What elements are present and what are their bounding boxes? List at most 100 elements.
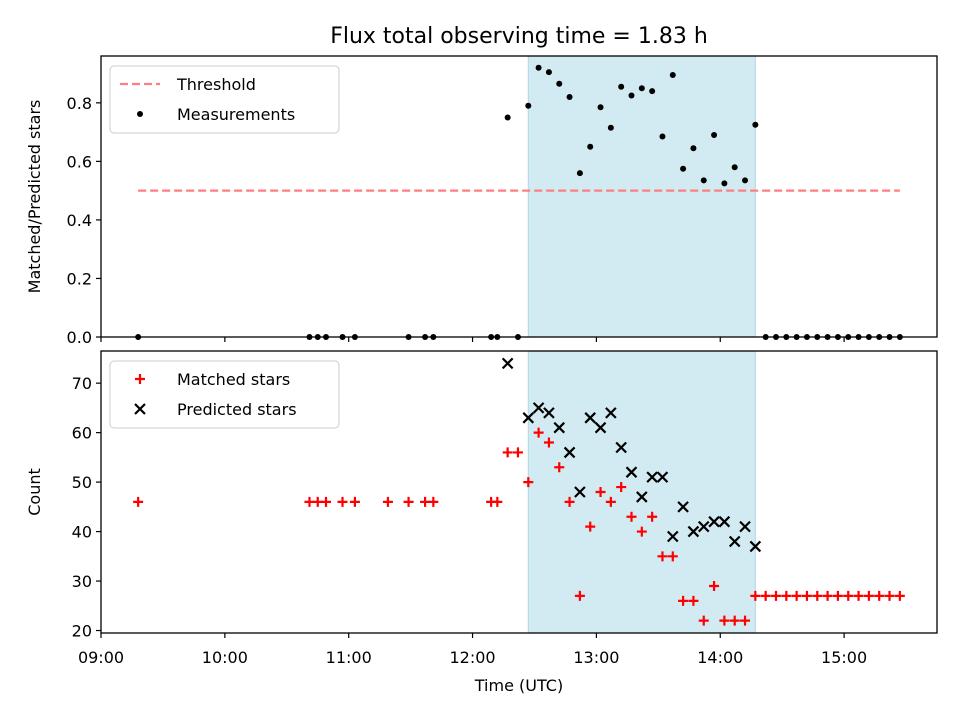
observing-interval-shade [528,56,756,337]
y-tick-label: 0.6 [67,152,92,171]
matched-stars-point [428,496,439,507]
y-tick-label: 50 [72,473,92,492]
matched-stars-point [564,496,575,507]
top-panel: 0.0 0.2 0.4 0.6 0.8 Matched/Predicted stars Th… [25,55,938,347]
legend-label: Predicted stars [177,400,297,419]
predicted-stars-point [605,407,617,419]
predicted-stars-point [656,471,669,483]
matched-stars-point [770,590,781,601]
predicted-stars-point [677,501,689,513]
bottom-panel: 20 30 40 50 60 70 09:00 10:00 11:00 12:00 13:00 14:… [25,350,938,695]
matched-stars-point [667,551,678,562]
axes-frame [100,55,938,338]
y-tick-label: 20 [72,622,92,641]
y-tick-label: 0.8 [67,94,92,113]
legend: Matched stars Predicted stars [109,360,340,429]
y-tick-label: 40 [72,523,92,542]
y-tick-label: 70 [72,374,92,393]
measurement-point [731,164,738,171]
predicted-stars-point [615,441,627,454]
predicted-stars-point [687,525,700,538]
matched-stars-point [543,437,554,448]
x-tick-label: 13:00 [573,648,619,667]
matched-stars-point [709,581,720,591]
legend-box [109,65,340,134]
matched-stars-point [740,615,751,626]
y-tick-label: 0.0 [67,328,92,347]
matched-stars-point [647,511,658,522]
matched-stars-point [636,526,647,537]
matched-stars-point [657,551,668,562]
x-tick-label: 12:00 [450,648,496,667]
legend-box [109,360,340,429]
matched-stars-point [853,590,864,601]
observing-interval-shade [528,351,756,633]
legend-matched-swatch [135,374,145,384]
matched-stars-point [133,496,144,507]
matched-stars-point [320,496,331,507]
matched-stars-point [750,590,761,601]
matched-stars-point [781,590,792,601]
predicted-stars-point [625,466,638,478]
predicted-stars-point [563,446,576,459]
matched-stars-point [801,590,812,601]
x-tick-label: 10:00 [202,648,248,667]
legend: Threshold Measurements [109,65,340,134]
measurement-point [721,180,728,187]
matched-stars-point [533,427,544,438]
legend-measurements-swatch [137,111,143,117]
predicted-stars-point [728,535,741,548]
measurement-point [638,85,645,92]
predicted-stars-point [718,515,731,528]
matched-stars-point [502,447,513,458]
x-tick-label: 09:00 [78,648,124,667]
predicted-stars-point [708,515,720,528]
measurement-point [576,170,583,177]
measurement-point [742,177,749,184]
legend-label: Measurements [177,105,295,124]
matched-stars-point [791,590,802,601]
predicted-stars-point [532,402,545,414]
matched-stars-point [729,615,740,626]
measurement-point [535,64,542,71]
measurement-point [649,88,656,95]
matched-stars-point [884,590,895,601]
measurement-point [711,132,718,139]
matched-stars-point [812,590,823,601]
x-tick-label: 15:00 [821,648,867,667]
matched-stars-point [843,590,854,601]
matched-stars-point [349,496,360,507]
legend-label: Matched stars [177,370,290,389]
predicted-stars-point [646,471,658,483]
measurement-point [752,121,759,128]
measurement-point [587,143,594,150]
matched-stars-point [698,615,709,626]
predicted-stars-point [749,540,762,553]
matched-stars-point [554,462,565,473]
matched-stars-point [382,496,393,507]
measurement-point [504,114,511,121]
measurement-point [607,124,614,131]
y-axis-label: Matched/Predicted stars [25,100,44,294]
matched-stars-point [403,496,414,507]
measurement-point [597,104,604,111]
matched-stars-point [719,615,730,626]
y-tick-label: 0.4 [67,211,92,230]
measurement-point [525,102,532,109]
x-tick-label: 14:00 [697,648,743,667]
matched-stars-point [678,595,689,606]
measurement-point [566,93,573,100]
predicted-stars-point [553,421,566,434]
predicted-stars-point [594,421,607,434]
measurement-point [556,80,563,87]
predicted-stars-point [584,412,596,424]
x-tick-label: 11:00 [326,648,372,667]
matched-stars-point [616,482,627,493]
matched-stars-point [492,496,503,507]
matched-stars-point [894,590,905,601]
legend-label: Threshold [176,75,256,94]
y-axis-label: Count [25,468,44,516]
matched-stars-point [585,521,596,532]
matched-stars-point [626,511,637,522]
